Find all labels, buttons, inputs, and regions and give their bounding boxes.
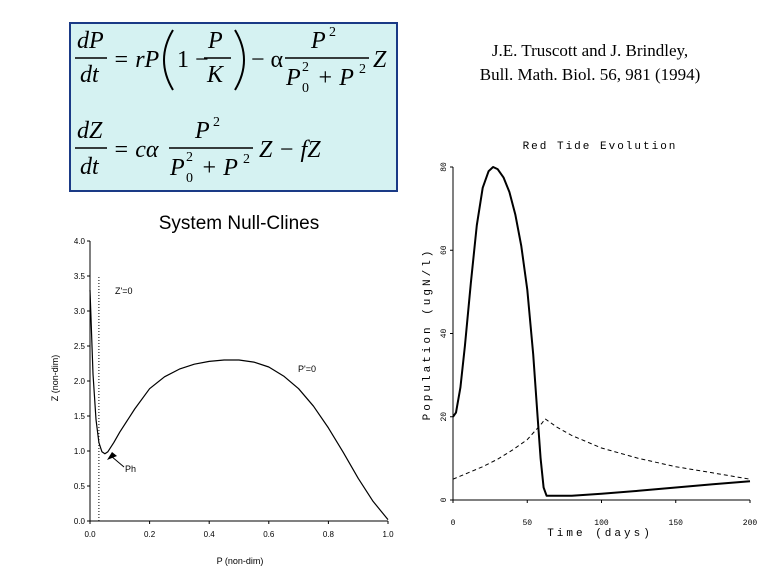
series-line-solid bbox=[89, 289, 389, 520]
eq1-P0-sub: 0 bbox=[302, 81, 309, 96]
eq2-P0: P bbox=[169, 155, 185, 181]
y-tick-label: 1.5 bbox=[74, 412, 86, 421]
eq2-plusP2: + P bbox=[201, 155, 238, 181]
x-tick-label: 100 bbox=[594, 519, 609, 528]
eq2-rhs: = cα bbox=[113, 137, 159, 163]
y-tick-label: 2.5 bbox=[74, 342, 86, 351]
axes: 0.0 0.2 0.4 0.6 0.8 1.0 0.0 0.5 1.0 1.5 2.0 2.5 3.0 3… bbox=[74, 237, 394, 539]
eq2-P2-numerator: P bbox=[194, 118, 210, 144]
x-tick-label: 150 bbox=[669, 519, 684, 528]
eq1-right-paren bbox=[234, 29, 245, 91]
x-tick-label: 200 bbox=[743, 519, 758, 528]
citation-journal: Bull. Math. Biol. 56, 981 (1994) bbox=[479, 65, 701, 84]
eq1-minus-alpha: − α bbox=[251, 47, 284, 73]
y-tick-label: 80 bbox=[440, 162, 449, 172]
y-tick-label: 40 bbox=[440, 329, 449, 339]
citation-authors: J.E. Truscott and J. Brindley, bbox=[491, 41, 689, 60]
eq1-dP: dP bbox=[77, 28, 104, 54]
equation-box: dP dt = rP 1 − P K − α P 2 P 2 0 + P 2 Z… bbox=[69, 22, 398, 192]
eq1-plusP2: + P bbox=[317, 65, 354, 91]
x-tick-label: 1.0 bbox=[382, 530, 394, 539]
ph-arrowhead bbox=[107, 452, 117, 460]
x-tick-label: 0 bbox=[451, 519, 456, 528]
eq1-dt: dt bbox=[80, 62, 100, 88]
annotation-ph: Ph bbox=[125, 464, 136, 474]
eq1-P0: P bbox=[285, 65, 301, 91]
eq1-P2-numerator: P bbox=[310, 28, 326, 54]
y-tick-label: 0.0 bbox=[74, 517, 86, 526]
series-group bbox=[452, 166, 751, 497]
eq1-P-numerator: P bbox=[207, 28, 223, 54]
eq1-rhs: = rP bbox=[113, 47, 160, 73]
y-tick-label: 3.5 bbox=[74, 272, 86, 281]
eq1-exp-num: 2 bbox=[329, 25, 336, 40]
series-line-dashed bbox=[452, 418, 751, 480]
eq2-dZ: dZ bbox=[77, 118, 103, 144]
y-tick-label: 4.0 bbox=[74, 237, 86, 246]
eq2-exp-num: 2 bbox=[213, 115, 220, 130]
x-axis-label: P (non-dim) bbox=[217, 556, 264, 566]
x-axis-label: Time (days) bbox=[547, 528, 653, 540]
eq2-minus-fZ: Z − fZ bbox=[259, 137, 321, 163]
ph-arrow-shaft bbox=[110, 455, 125, 468]
eq2-plus-exp: 2 bbox=[243, 152, 250, 167]
x-tick-label: 0.0 bbox=[84, 530, 96, 539]
eq1-plus-exp: 2 bbox=[359, 62, 366, 77]
series-line-solid bbox=[452, 166, 751, 497]
series-group bbox=[89, 276, 389, 521]
y-tick-label: 60 bbox=[440, 245, 449, 255]
x-tick-label: 0.4 bbox=[204, 530, 216, 539]
y-axis-label: Z (non-dim) bbox=[50, 355, 60, 402]
eq1-P0-exp: 2 bbox=[302, 60, 309, 75]
y-tick-label: 3.0 bbox=[74, 307, 86, 316]
eq1-Z: Z bbox=[373, 47, 387, 73]
y-axis-label: Population (ugN/l) bbox=[422, 248, 434, 421]
eq1-left-paren bbox=[163, 29, 174, 91]
eq1-K: K bbox=[206, 62, 225, 88]
eq2-P0-exp: 2 bbox=[186, 150, 193, 165]
y-tick-label: 0 bbox=[440, 497, 449, 502]
axes: 0 50 100 150 200 0 20 40 60 80 bbox=[440, 162, 757, 528]
y-tick-label: 0.5 bbox=[74, 482, 86, 491]
y-tick-label: 1.0 bbox=[74, 447, 86, 456]
x-tick-label: 50 bbox=[522, 519, 532, 528]
eq2-dt: dt bbox=[80, 154, 100, 180]
x-tick-label: 0.8 bbox=[323, 530, 335, 539]
equations-svg: dP dt = rP 1 − P K − α P 2 P 2 0 + P 2 Z… bbox=[75, 25, 387, 186]
y-tick-label: 20 bbox=[440, 412, 449, 422]
x-tick-label: 0.2 bbox=[144, 530, 156, 539]
citation: J.E. Truscott and J. Brindley, Bull. Mat… bbox=[445, 39, 735, 87]
chart-title: System Null-Clines bbox=[159, 213, 319, 234]
annotation-z-null: Z'=0 bbox=[115, 286, 132, 296]
eq1-one-minus: 1 − bbox=[177, 47, 209, 73]
eq2-P0-sub: 0 bbox=[186, 171, 193, 186]
annotation-p-null: P'=0 bbox=[298, 364, 316, 374]
y-tick-label: 2.0 bbox=[74, 377, 86, 386]
chart-title: Red Tide Evolution bbox=[523, 141, 678, 153]
x-tick-label: 0.6 bbox=[263, 530, 275, 539]
